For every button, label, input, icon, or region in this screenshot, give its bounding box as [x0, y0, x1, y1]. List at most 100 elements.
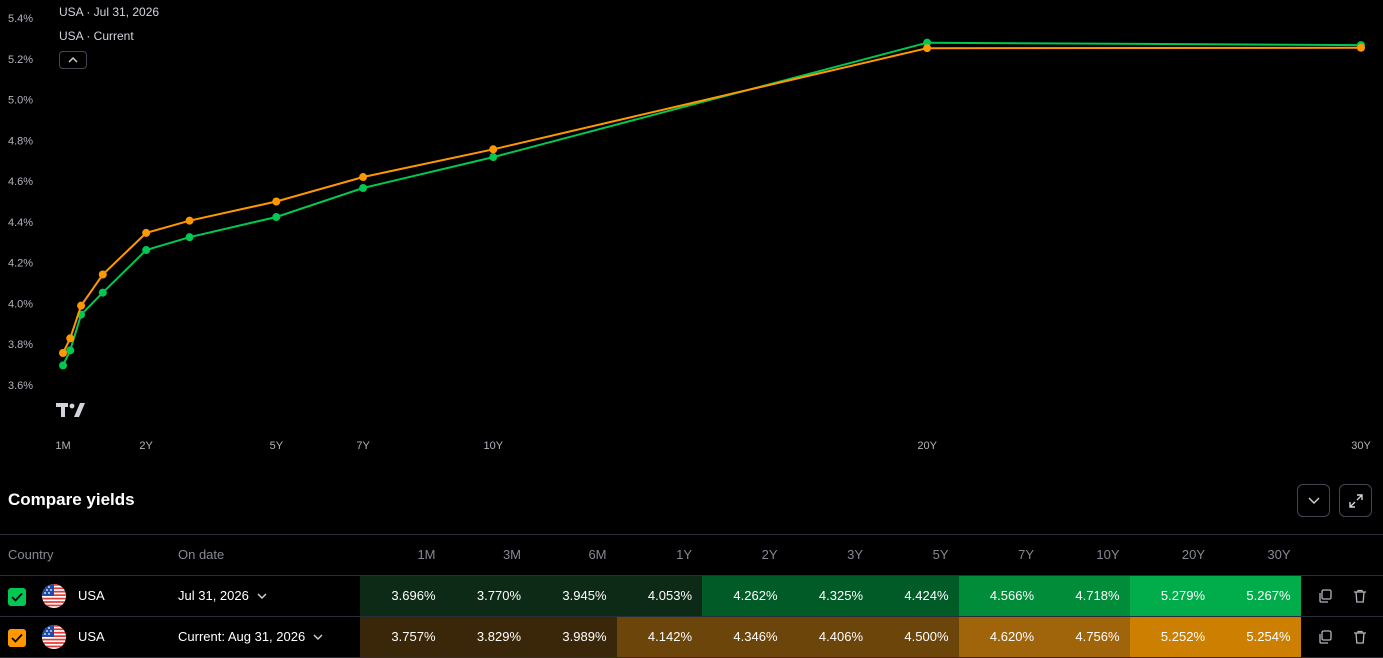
yield-cell-10y: 4.718% — [1044, 576, 1130, 616]
x-tick-label: 20Y — [917, 440, 937, 452]
data-point[interactable] — [359, 184, 368, 193]
y-tick-label: 5.0% — [8, 95, 33, 107]
y-tick-label: 3.6% — [8, 380, 33, 392]
copy-icon[interactable] — [1317, 588, 1333, 604]
data-point[interactable] — [59, 348, 67, 357]
data-point[interactable] — [185, 216, 194, 225]
yield-cell-1m: 3.757% — [360, 617, 446, 657]
yield-cell-20y: 5.279% — [1129, 576, 1215, 616]
column-header-20y: 20Y — [1181, 547, 1205, 562]
us-flag-icon — [42, 584, 66, 608]
data-point[interactable] — [489, 153, 498, 162]
data-point[interactable] — [1357, 43, 1365, 52]
y-tick-label: 4.4% — [8, 217, 33, 229]
date-label: Current: Aug 31, 2026 — [178, 629, 306, 644]
collapse-panel-button[interactable] — [1297, 484, 1330, 517]
yield-cell-1y: 4.053% — [616, 576, 702, 616]
yield-cell-7y: 4.566% — [958, 576, 1044, 616]
x-tick-label: 1M — [55, 440, 70, 452]
fullscreen-button[interactable] — [1339, 484, 1372, 517]
compare-yields-title: Compare yields — [8, 490, 135, 509]
table-row: USA Current: Aug 31, 2026 3.757% 3.829% 3.98… — [0, 617, 1383, 658]
data-point[interactable] — [359, 173, 368, 182]
data-point[interactable] — [98, 270, 107, 279]
date-label: Jul 31, 2026 — [178, 588, 249, 603]
date-selector[interactable]: Jul 31, 2026 — [178, 576, 267, 616]
yield-cell-30y: 5.267% — [1215, 576, 1301, 616]
yield-cell-1m: 3.696% — [360, 576, 446, 616]
yield-cell-3y: 4.406% — [787, 617, 873, 657]
country-label: USA — [78, 588, 105, 603]
data-point[interactable] — [185, 233, 194, 242]
data-point[interactable] — [489, 145, 498, 154]
y-tick-label: 3.8% — [8, 339, 33, 351]
y-tick-label: 4.2% — [8, 258, 33, 270]
data-point[interactable] — [66, 346, 75, 355]
column-header-6m: 6M — [588, 547, 607, 562]
column-header-10y: 10Y — [1096, 547, 1120, 562]
column-header-3m: 3M — [502, 547, 521, 562]
x-tick-label: 7Y — [356, 440, 370, 452]
yield-cell-10y: 4.756% — [1044, 617, 1130, 657]
data-point[interactable] — [272, 212, 281, 221]
yield-curve-chart: 3.6% 3.8% 4.0% 4.2% 4.4% 4.6% 4.8% 5.0% 5.2% 5.4%… — [8, 13, 1371, 452]
column-header-3y: 3Y — [847, 547, 863, 562]
expand-icon — [1348, 493, 1363, 508]
yield-cell-3m: 3.770% — [445, 576, 531, 616]
country-label: USA — [78, 629, 105, 644]
column-header-country: Country — [8, 547, 54, 562]
data-point[interactable] — [98, 288, 107, 297]
collapse-legend-button[interactable] — [59, 51, 87, 69]
data-point[interactable] — [142, 246, 151, 255]
compare-yields-table: Country On date 1M 3M 6M 1Y 2Y 3Y 5Y 7Y 10Y 20Y 30… — [0, 534, 1383, 658]
chevron-down-icon — [257, 593, 267, 599]
data-point[interactable] — [923, 44, 932, 53]
x-tick-label: 30Y — [1351, 440, 1371, 452]
table-header-row: Country On date 1M 3M 6M 1Y 2Y 3Y 5Y 7Y 10Y 20Y 30… — [0, 535, 1383, 576]
yield-cell-3m: 3.829% — [445, 617, 531, 657]
checkmark-icon — [11, 592, 23, 602]
column-header-2y: 2Y — [761, 547, 778, 562]
column-header-1m: 1M — [417, 547, 436, 562]
y-tick-label: 5.2% — [8, 54, 33, 66]
series-checkbox[interactable] — [8, 629, 26, 647]
data-point[interactable] — [59, 361, 67, 370]
data-point[interactable] — [142, 228, 151, 237]
tradingview-logo-icon — [56, 403, 85, 417]
x-tick-label: 2Y — [139, 440, 153, 452]
chevron-down-icon — [1308, 497, 1319, 504]
column-header-30y: 30Y — [1267, 547, 1291, 562]
yield-cell-20y: 5.252% — [1129, 617, 1215, 657]
y-tick-label: 4.6% — [8, 176, 33, 188]
checkmark-icon — [11, 633, 23, 643]
yield-cell-2y: 4.346% — [702, 617, 788, 657]
date-selector[interactable]: Current: Aug 31, 2026 — [178, 617, 323, 657]
column-header-date: On date — [178, 547, 225, 562]
column-header-7y: 7Y — [1018, 547, 1034, 562]
x-tick-label: 5Y — [270, 440, 284, 452]
column-header-5y: 5Y — [932, 547, 949, 562]
yield-cell-3y: 4.325% — [787, 576, 873, 616]
chart-legend: USA · Jul 31, 2026 USA · Current — [59, 4, 159, 52]
chevron-up-icon — [68, 57, 78, 63]
column-header-1y: 1Y — [676, 547, 692, 562]
yield-cell-6m: 3.989% — [531, 617, 617, 657]
trash-icon[interactable] — [1352, 588, 1368, 604]
y-tick-label: 4.0% — [8, 298, 33, 310]
table-row: USA Jul 31, 2026 3.696% 3.770% 3.945% 4.053% 4… — [0, 576, 1383, 617]
chevron-down-icon — [313, 634, 323, 640]
series-checkbox[interactable] — [8, 588, 26, 606]
yield-cell-30y: 5.254% — [1215, 617, 1301, 657]
x-tick-label: 10Y — [483, 440, 503, 452]
trash-icon[interactable] — [1352, 629, 1368, 645]
copy-icon[interactable] — [1317, 629, 1333, 645]
data-point[interactable] — [923, 38, 932, 47]
y-tick-label: 5.4% — [8, 13, 33, 25]
us-flag-icon — [42, 625, 66, 649]
legend-series-2: USA · Current — [59, 29, 134, 43]
legend-series-1: USA · Jul 31, 2026 — [59, 5, 160, 19]
series-line-1 — [62, 41, 1362, 366]
data-point[interactable] — [272, 197, 281, 206]
data-point[interactable] — [77, 301, 86, 310]
data-point[interactable] — [66, 334, 75, 343]
